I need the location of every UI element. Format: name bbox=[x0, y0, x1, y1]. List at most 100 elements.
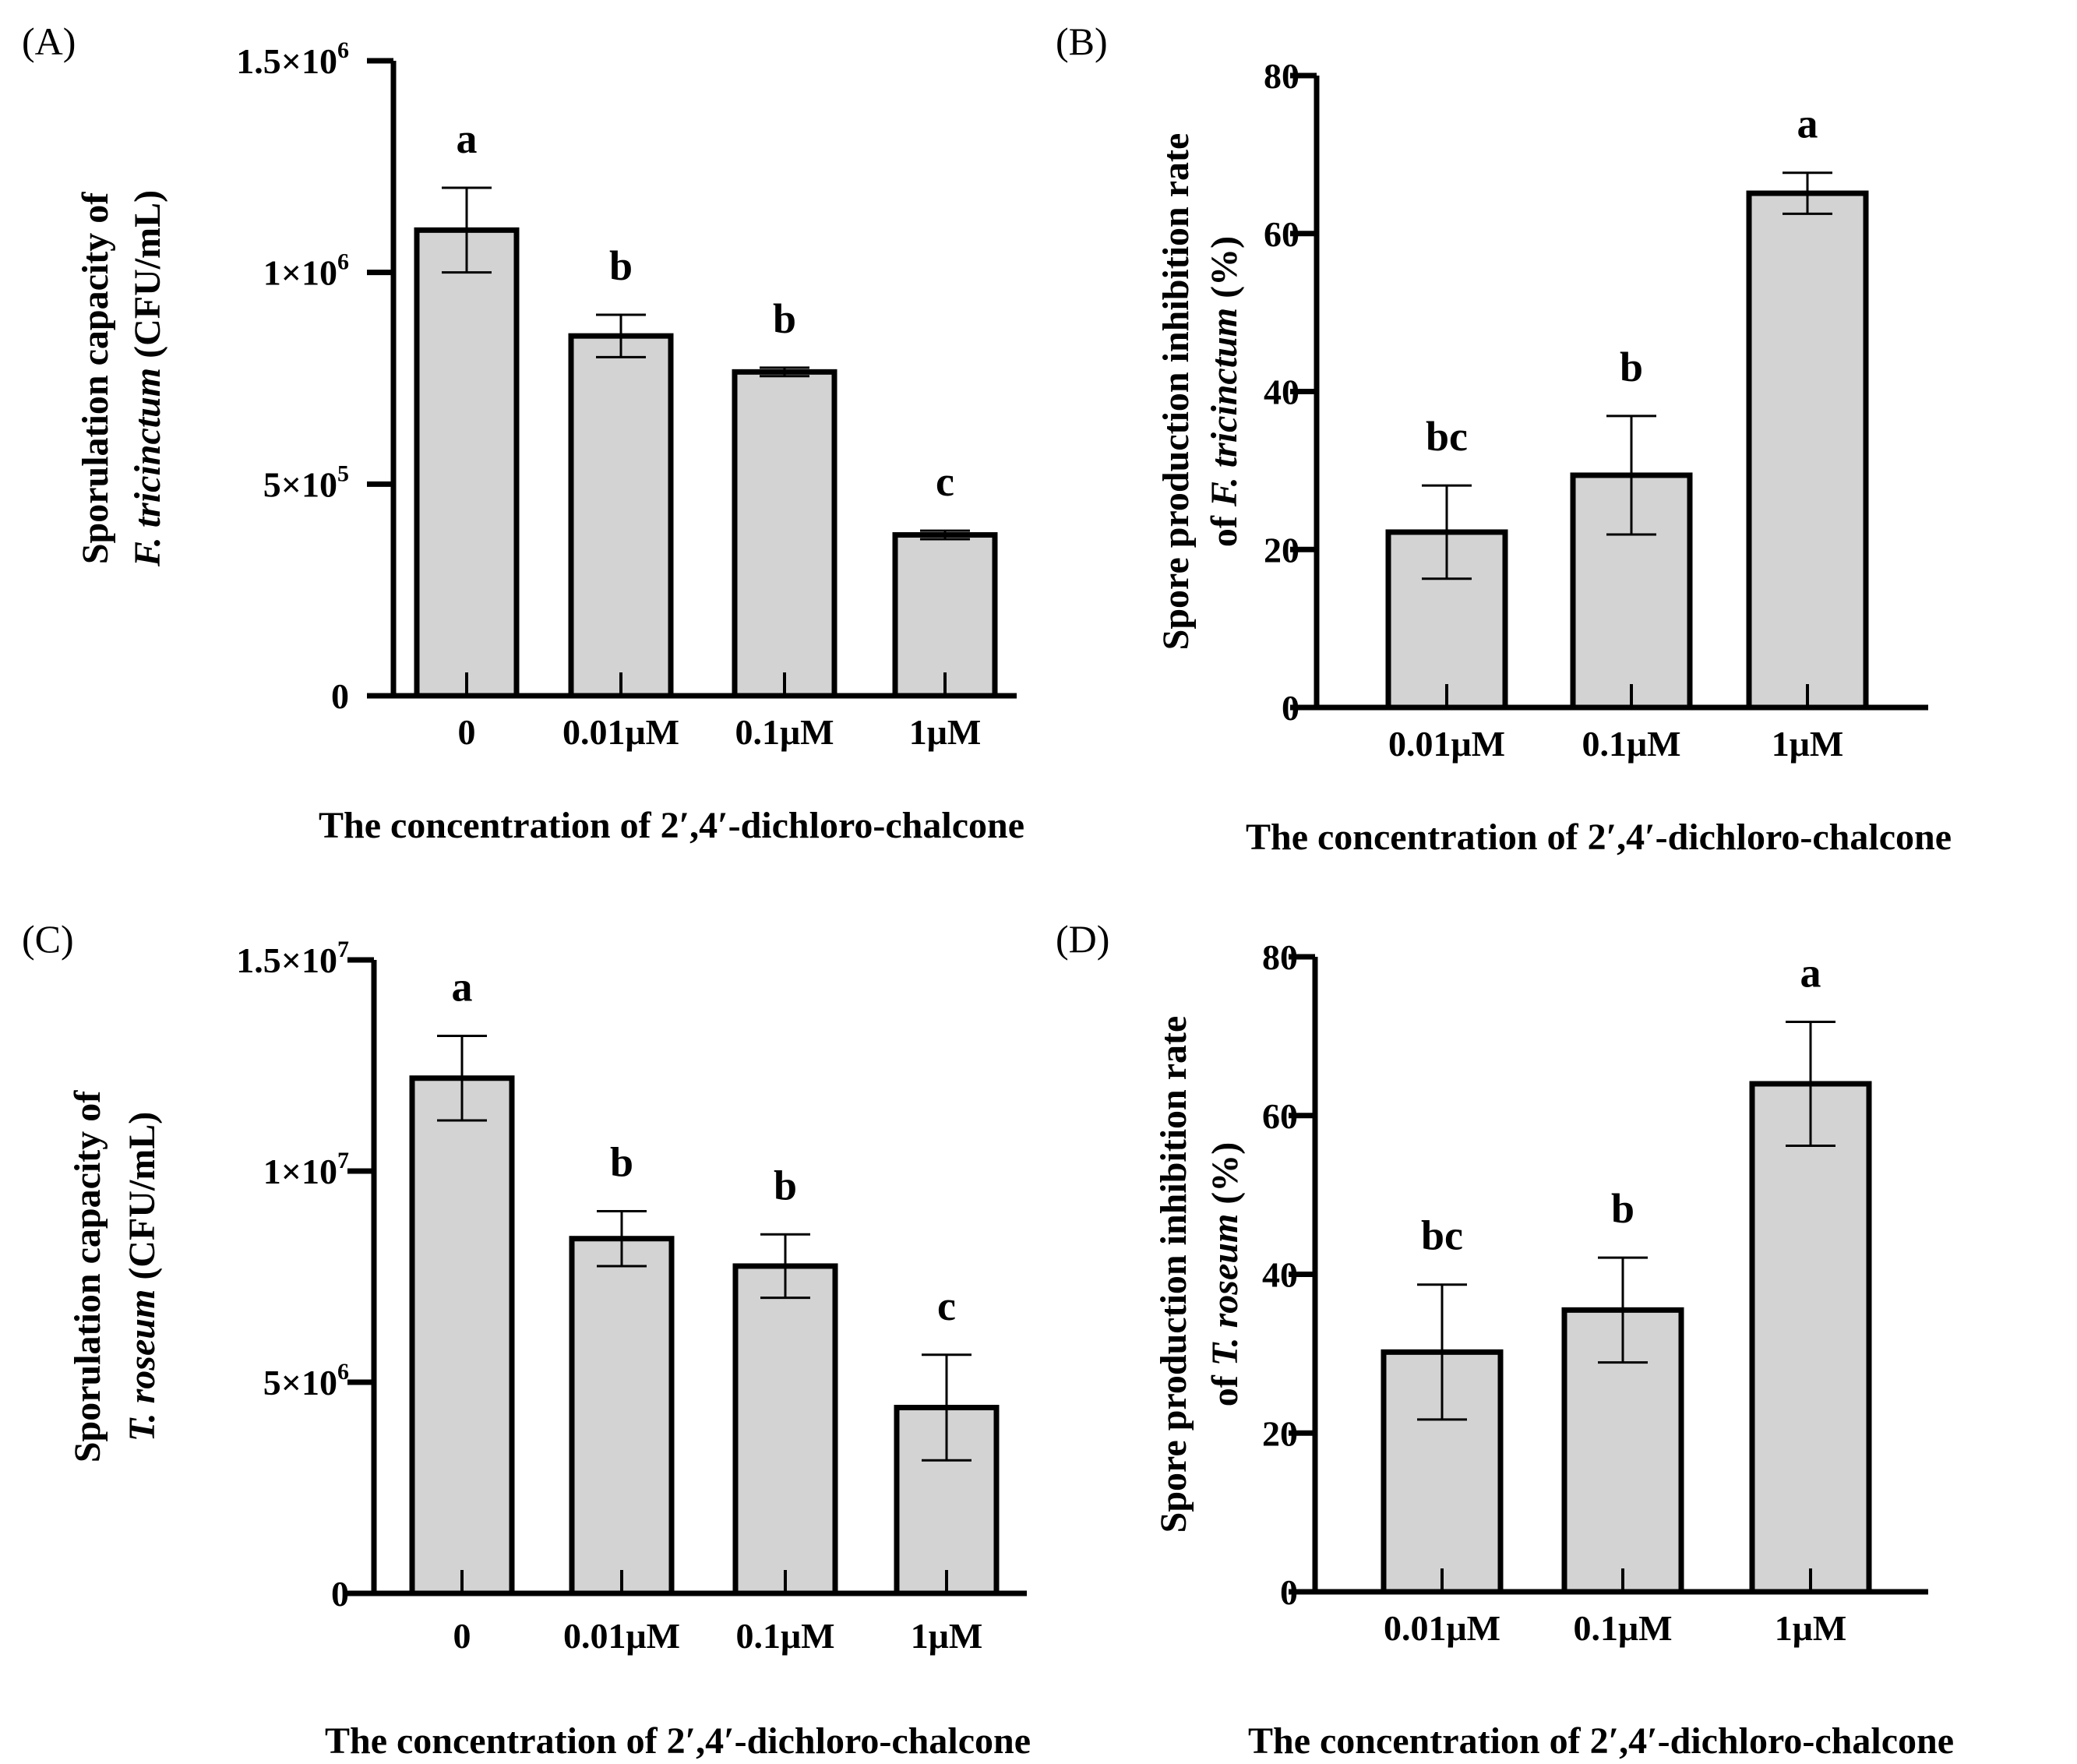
category-label: 0.01μM bbox=[562, 712, 679, 752]
significance-letter: b bbox=[610, 1138, 633, 1185]
y-axis-label-unit: (%) bbox=[1204, 1142, 1246, 1214]
bar bbox=[569, 1236, 675, 1596]
y-tick-label: 60 bbox=[1262, 1096, 1298, 1136]
y-tick-label: 5×106 bbox=[263, 1359, 349, 1402]
y-tick-mantissa: 20 bbox=[1264, 530, 1299, 570]
y-axis-label-prefix: of bbox=[1204, 1366, 1246, 1406]
panel-label: (D) bbox=[1056, 917, 1109, 961]
bar bbox=[1749, 1081, 1872, 1595]
significance-letter: a bbox=[452, 964, 473, 1011]
y-tick-mantissa: 40 bbox=[1264, 372, 1299, 412]
y-axis-label-line1: Sporulation capacity of bbox=[67, 1090, 108, 1462]
panel-label: (B) bbox=[1056, 19, 1108, 63]
y-tick-label: 20 bbox=[1262, 1413, 1298, 1453]
panel-label: (C) bbox=[22, 917, 74, 961]
category-label: 0.1μM bbox=[735, 712, 834, 752]
y-axis-label-line2: F. tricinctum (CFU/mL) bbox=[127, 190, 168, 567]
significance-letter: bc bbox=[1421, 1212, 1463, 1259]
category-label: 1μM bbox=[909, 712, 982, 752]
significance-letter: b bbox=[1620, 344, 1643, 390]
bar bbox=[409, 1075, 515, 1596]
x-axis-label: The concentration of 2′,4′-dichloro-chal… bbox=[325, 1720, 1031, 1762]
y-tick-exponent: 5 bbox=[337, 460, 349, 486]
y-tick-exponent: 7 bbox=[337, 1148, 349, 1173]
y-axis-label-species: F. tricinctum bbox=[1204, 308, 1245, 507]
y-tick-mantissa: 1.5×10 bbox=[236, 940, 337, 980]
y-tick-label: 1×107 bbox=[263, 1148, 349, 1191]
bar bbox=[1561, 1307, 1684, 1595]
y-tick-mantissa: 40 bbox=[1262, 1255, 1298, 1295]
significance-letter: b bbox=[1611, 1185, 1634, 1232]
significance-letter: b bbox=[609, 242, 633, 289]
significance-letter: b bbox=[774, 1162, 797, 1208]
category-label: 0.01μM bbox=[1384, 1608, 1500, 1648]
y-axis-label-line1: Spore production inhibition rate bbox=[1153, 1016, 1194, 1533]
y-tick-mantissa: 5×10 bbox=[263, 464, 337, 504]
y-tick-mantissa: 5×10 bbox=[263, 1363, 337, 1402]
significance-letter: a bbox=[1797, 101, 1818, 147]
category-label: 1μM bbox=[911, 1616, 983, 1656]
significance-letter: bc bbox=[1426, 413, 1468, 460]
y-axis-label-line2: T. roseum (CFU/mL) bbox=[122, 1112, 163, 1442]
y-tick-mantissa: 20 bbox=[1262, 1413, 1298, 1453]
x-axis-label: The concentration of 2′,4′-dichloro-chal… bbox=[319, 805, 1024, 846]
y-tick-mantissa: 0 bbox=[1282, 688, 1299, 728]
y-axis-label-species: F. tricinctum bbox=[127, 368, 168, 567]
y-axis-label-unit: (CFU/mL) bbox=[127, 190, 168, 368]
y-tick-mantissa: 0 bbox=[1280, 1572, 1298, 1612]
y-tick-mantissa: 80 bbox=[1262, 937, 1298, 977]
y-tick-exponent: 7 bbox=[337, 937, 349, 962]
significance-letter: c bbox=[937, 1282, 956, 1329]
y-tick-label: 40 bbox=[1262, 1255, 1298, 1295]
y-tick-label: 0 bbox=[331, 1574, 349, 1614]
category-label: 0.1μM bbox=[736, 1616, 835, 1656]
y-tick-mantissa: 1.5×10 bbox=[236, 41, 337, 81]
y-tick-exponent: 6 bbox=[337, 1359, 349, 1385]
y-tick-mantissa: 60 bbox=[1262, 1096, 1298, 1136]
significance-letter: a bbox=[1800, 950, 1821, 997]
category-label: 0.1μM bbox=[1574, 1608, 1673, 1648]
bar bbox=[1746, 190, 1869, 711]
y-tick-label: 5×105 bbox=[263, 460, 349, 504]
bar bbox=[732, 369, 838, 699]
x-axis-label: The concentration of 2′,4′-dichloro-chal… bbox=[1248, 1720, 1954, 1762]
y-axis-label-species: T. roseum bbox=[122, 1289, 163, 1442]
y-axis-label-species: T. roseum bbox=[1204, 1214, 1246, 1367]
panel-label: (A) bbox=[22, 19, 76, 63]
y-axis-label-unit: (%) bbox=[1204, 236, 1245, 308]
category-label: 0.01μM bbox=[1388, 724, 1505, 764]
panel-d: (D) bc 0.01μM b 0.1μM a 1μM 0 20 40 60 80 Spore prod… bbox=[1056, 917, 1954, 1762]
bar bbox=[568, 333, 674, 699]
y-tick-label: 80 bbox=[1264, 56, 1299, 96]
panel-a: (A)a0b0.01μMb0.1μMc1μM05×1051×1061.5×106… bbox=[22, 19, 1024, 846]
panel-b: (B) bc 0.01μM b 0.1μM a 1μM 0 20 40 60 80 Spore prod… bbox=[1056, 19, 1952, 858]
bar bbox=[732, 1263, 838, 1596]
y-tick-label: 1×106 bbox=[263, 249, 349, 293]
y-tick-label: 1.5×106 bbox=[236, 37, 349, 81]
y-axis-label-line2: of T. roseum (%) bbox=[1204, 1142, 1246, 1407]
y-tick-mantissa: 0 bbox=[331, 676, 349, 716]
y-axis-label-prefix: of bbox=[1204, 506, 1245, 547]
y-tick-exponent: 6 bbox=[337, 37, 349, 63]
significance-letter: a bbox=[457, 115, 478, 162]
category-label: 1μM bbox=[1775, 1608, 1847, 1648]
panel-c: (C)a0b0.01μMb0.1μMc1μM05×1061×1071.5×107… bbox=[22, 917, 1031, 1762]
y-axis-label-line2: of F. tricinctum (%) bbox=[1204, 236, 1245, 547]
y-axis-label-unit: (CFU/mL) bbox=[122, 1112, 163, 1289]
y-axis-label-line1: Spore production inhibition rate bbox=[1155, 133, 1197, 651]
category-label: 0.1μM bbox=[1582, 724, 1681, 764]
category-label: 1μM bbox=[1772, 724, 1844, 764]
y-axis-label-line1: Sporulation capacity of bbox=[75, 192, 116, 564]
category-label: 0.01μM bbox=[563, 1616, 680, 1656]
significance-letter: b bbox=[773, 295, 796, 342]
category-label: 0 bbox=[458, 712, 476, 752]
x-axis-label: The concentration of 2′,4′-dichloro-chal… bbox=[1246, 817, 1952, 858]
category-label: 0 bbox=[453, 1616, 471, 1656]
y-tick-mantissa: 60 bbox=[1264, 214, 1299, 254]
y-tick-label: 60 bbox=[1264, 214, 1299, 254]
y-tick-mantissa: 0 bbox=[331, 1574, 349, 1614]
y-tick-exponent: 6 bbox=[337, 249, 349, 275]
y-tick-label: 0 bbox=[331, 676, 349, 716]
y-tick-label: 40 bbox=[1264, 372, 1299, 412]
